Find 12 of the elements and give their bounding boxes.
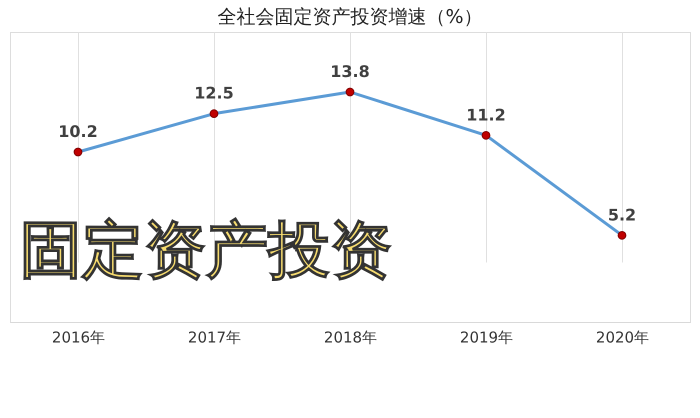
data-label: 11.2 bbox=[466, 105, 506, 124]
data-label: 12.5 bbox=[194, 84, 234, 103]
x-tick-label: 2020年 bbox=[596, 328, 650, 346]
x-tick-label: 2016年 bbox=[52, 328, 106, 346]
data-label: 13.8 bbox=[330, 62, 370, 81]
annotation: 固定资产投资 bbox=[20, 213, 392, 286]
x-tick-label: 2019年 bbox=[460, 328, 514, 346]
data-label: 5.2 bbox=[608, 205, 636, 224]
chart-title: 全社会固定资产投资增速（%） bbox=[217, 6, 483, 28]
x-tick-label: 2018年 bbox=[324, 328, 378, 346]
data-label: 10.2 bbox=[58, 122, 98, 141]
x-tick-label: 2017年 bbox=[188, 328, 242, 346]
